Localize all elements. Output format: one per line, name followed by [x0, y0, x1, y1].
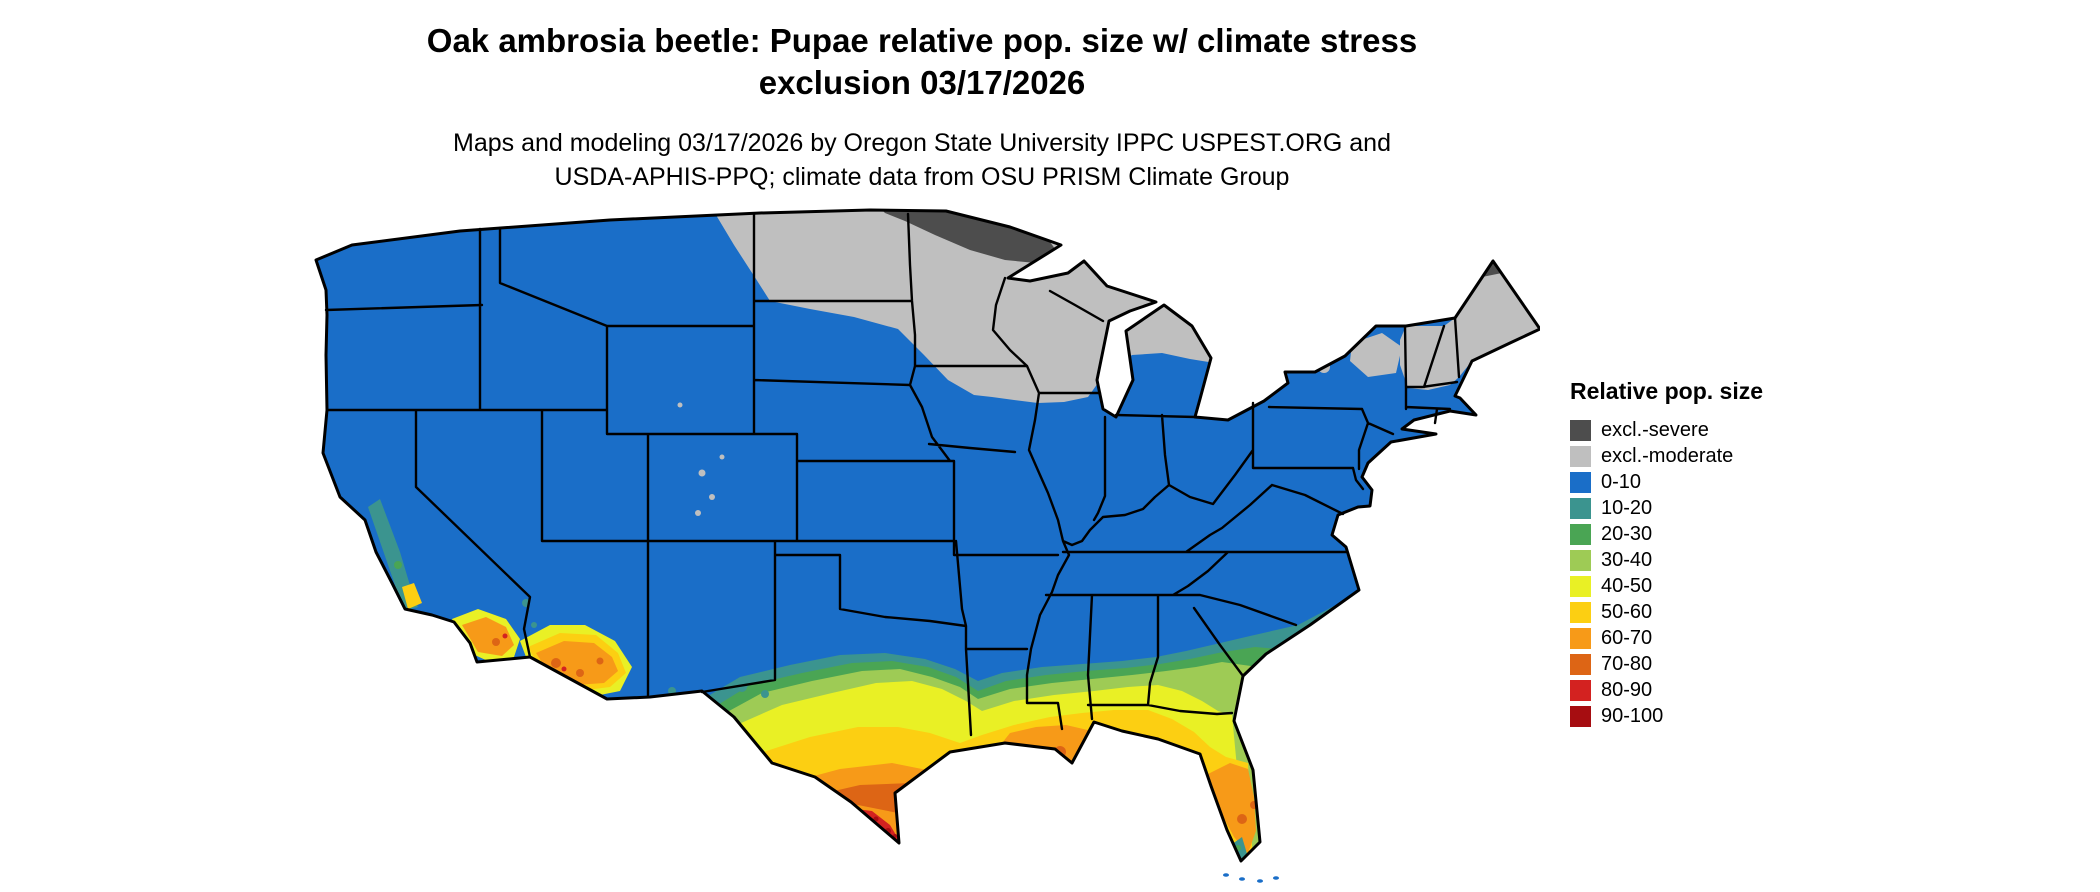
region-60-70-florida: [1206, 763, 1256, 853]
legend-items: excl.-severe excl.-moderate 0-10 10-20 20-30…: [1570, 417, 1870, 729]
region-excl-moderate-new-england: [1400, 261, 1540, 390]
legend-item: 80-90: [1570, 677, 1870, 703]
legend-label: 80-90: [1601, 678, 1653, 701]
region-70-80-speck: [596, 657, 604, 665]
legend-swatch: [1570, 627, 1591, 649]
region-60-70-texas: [778, 763, 968, 861]
region-50-60-south: [742, 710, 1255, 861]
region-excl-moderate-speck: [698, 469, 706, 477]
region-70-80-speck: [492, 638, 500, 646]
legend-label: 40-50: [1601, 574, 1653, 597]
region-10-20-speck: [531, 622, 537, 628]
region-70-80-speck: [576, 669, 584, 677]
legend-label: excl.-moderate: [1601, 444, 1734, 467]
region-80-90-speck: [922, 790, 928, 796]
state-boundaries: [324, 212, 1461, 737]
region-80-90-speck: [907, 794, 913, 800]
region-excl-moderate-speck: [677, 402, 683, 408]
legend-swatch: [1570, 497, 1591, 519]
legend-title: Relative pop. size: [1570, 378, 1764, 404]
legend-swatch: [1570, 653, 1591, 675]
us-map-container: [310, 205, 1542, 892]
title-line-2: exclusion 03/17/2026: [758, 64, 1086, 101]
map-legend: Relative pop. size excl.-severe excl.-mod…: [1570, 378, 1870, 729]
legend-item: 30-40: [1570, 547, 1870, 573]
subtitle-line-2: USDA-APHIS-PPQ; climate data from OSU PR…: [554, 163, 1290, 191]
region-excl-moderate-speck: [719, 454, 725, 460]
page-subtitle: Maps and modeling 03/17/2026 by Oregon S…: [0, 126, 1844, 194]
region-excl-moderate-speck: [709, 494, 715, 500]
legend-swatch: [1570, 601, 1591, 623]
page-title: Oak ambrosia beetle: Pupae relative pop.…: [0, 20, 1844, 104]
region-80-90-speck: [502, 633, 508, 639]
legend-label: 90-100: [1601, 704, 1664, 727]
legend-item: 90-100: [1570, 703, 1870, 729]
region-60-70-california: [462, 617, 514, 656]
legend-item: 70-80: [1570, 651, 1870, 677]
legend-swatch: [1570, 523, 1591, 545]
legend-swatch: [1570, 419, 1591, 441]
legend-swatch: [1570, 549, 1591, 571]
region-20-30-speck: [394, 561, 402, 569]
region-60-70-louisiana: [1002, 725, 1096, 763]
region-excl-moderate-speck: [695, 510, 701, 516]
legend-item: 40-50: [1570, 573, 1870, 599]
region-excl-moderate-adirondacks: [1350, 333, 1402, 377]
legend-label: 60-70: [1601, 626, 1653, 649]
legend-swatch: [1570, 705, 1591, 727]
florida-keys-dots: [1223, 873, 1279, 883]
legend-label: 10-20: [1601, 496, 1653, 519]
legend-item: 60-70: [1570, 625, 1870, 651]
region-80-90-speck: [561, 666, 567, 672]
region-90-100-speck: [873, 816, 879, 822]
title-line-1: Oak ambrosia beetle: Pupae relative pop.…: [426, 22, 1418, 59]
region-40-50-south: [715, 681, 1250, 861]
legend-label: excl.-severe: [1601, 418, 1709, 441]
legend-item: 10-20: [1570, 495, 1870, 521]
legend-swatch: [1570, 575, 1591, 597]
region-10-20-central-valley: [368, 499, 418, 611]
legend-swatch: [1570, 471, 1591, 493]
legend-item: excl.-moderate: [1570, 443, 1870, 469]
legend-label: 70-80: [1601, 652, 1653, 675]
legend-item: excl.-severe: [1570, 417, 1870, 443]
legend-label: 50-60: [1601, 600, 1653, 623]
region-50-60-south-valley: [402, 583, 422, 609]
legend-item: 0-10: [1570, 469, 1870, 495]
legend-item: 50-60: [1570, 599, 1870, 625]
region-70-80-speck: [1237, 814, 1247, 824]
legend-label: 0-10: [1601, 470, 1642, 493]
region-10-20-speck: [761, 690, 769, 698]
legend-label: 20-30: [1601, 522, 1653, 545]
legend-swatch: [1570, 445, 1591, 467]
us-map: [314, 208, 1542, 883]
subtitle-line-1: Maps and modeling 03/17/2026 by Oregon S…: [453, 129, 1391, 157]
legend-item: 20-30: [1570, 521, 1870, 547]
region-70-80-speck: [551, 658, 561, 668]
legend-label: 30-40: [1601, 548, 1653, 571]
legend-swatch: [1570, 679, 1591, 701]
